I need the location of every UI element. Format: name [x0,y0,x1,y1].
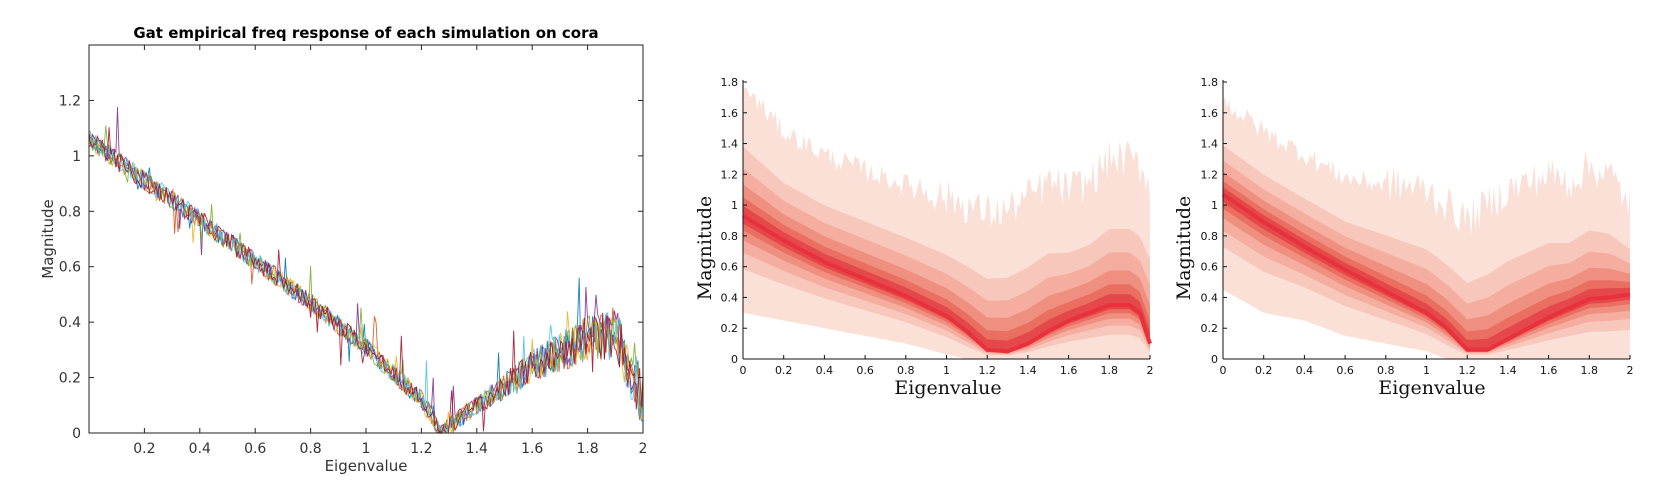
x-tick-label: 0 [1220,364,1227,377]
y-tick-label: 1 [731,199,738,212]
x-tick-label: 0 [740,364,747,377]
y-tick-label: 0.2 [59,371,81,387]
x-axis-ticks: 0.2 0.4 0.6 0.8 1 1.2 1.4 1.6 1.8 2 [133,45,647,457]
x-tick-label: 1.2 [410,441,432,457]
y-tick-label: 1 [1211,199,1218,212]
y-tick-label: 0.4 [721,291,739,304]
y-axis-label: Magnitude [1173,196,1195,301]
x-tick-label: 0.6 [856,364,874,377]
x-axis-label: Eigenvalue [325,457,408,475]
x-tick-label: 1 [943,364,950,377]
x-axis-label: Eigenvalue [894,377,1001,399]
series-line-5 [88,125,644,435]
y-tick-label: 0.4 [59,315,81,331]
x-tick-label: 2 [1147,364,1154,377]
x-tick-label: 1.2 [1458,364,1476,377]
median-line [741,214,1152,354]
plot-frame [88,44,644,434]
quantile-band-5 [1223,181,1630,352]
series-group [88,107,644,435]
axes: 0 0.2 0.4 0.6 0.8 1 1.2 1.4 1.6 1.8 2 0 0.2 0.4 0.6 0.8… [721,76,1154,377]
chart-panel-band-1: 0 0.2 0.4 0.6 0.8 1 1.2 1.4 1.6 1.8 2 0 0.2 0.4 0.6 0.8… [694,76,1154,399]
x-tick-label: 1.4 [1499,364,1517,377]
x-tick-label: 1.6 [1540,364,1558,377]
x-tick-label: 1 [1423,364,1430,377]
median-line [1221,192,1631,352]
y-tick-label: 1.6 [721,107,739,120]
quantile-band-4 [1223,172,1630,353]
x-tick-label: 0.8 [1377,364,1395,377]
y-tick-label: 0.8 [1201,230,1219,243]
x-tick-label: 1.6 [1060,364,1078,377]
x-tick-label: 0.8 [897,364,915,377]
x-tick-label: 0.4 [816,364,834,377]
chart-panel-gat-cora: Gat empirical freq response of each simu… [39,24,647,475]
x-tick-label: 0.6 [244,441,266,457]
series-line-6 [88,132,644,435]
series-line-2 [88,139,644,434]
x-tick-label: 1.6 [521,441,543,457]
y-tick-label: 0 [731,353,738,366]
y-tick-label: 0 [1211,353,1218,366]
x-tick-label: 0.4 [1296,364,1314,377]
x-tick-label: 2 [639,441,648,457]
x-tick-label: 1 [362,441,371,457]
y-tick-label: 0.2 [1201,322,1219,335]
chart-panel-band-2: 0 0.2 0.4 0.6 0.8 1 1.2 1.4 1.6 1.8 2 0 0.2 0.4 0.6 0.8… [1173,76,1634,399]
y-tick-label: 1.4 [1201,138,1219,151]
series-line-4 [88,107,644,435]
axes: 0 0.2 0.4 0.6 0.8 1 1.2 1.4 1.6 1.8 2 0 0.2 0.4 0.6 0.8… [1201,76,1634,377]
y-tick-label: 1.8 [721,76,739,89]
y-tick-label: 0.6 [721,261,739,274]
x-tick-label: 1.8 [1101,364,1119,377]
x-tick-label: 1.2 [978,364,996,377]
y-tick-label: 1.2 [1201,168,1219,181]
x-tick-label: 0.2 [1255,364,1273,377]
y-tick-label: 0.6 [1201,261,1219,274]
y-tick-label: 1.4 [721,138,739,151]
x-tick-label: 0.4 [189,441,211,457]
x-tick-label: 0.2 [133,441,155,457]
y-tick-label: 0.6 [59,260,81,276]
quantile-band-5 [743,197,1150,353]
band-group [741,82,1152,359]
series-line-1 [88,135,644,434]
y-tick-label: 0.8 [59,204,81,220]
chart-title: Gat empirical freq response of each simu… [133,24,598,42]
y-axis-ticks: 0 0.2 0.4 0.6 0.8 1 1.2 [59,93,643,442]
y-tick-label: 0.8 [721,230,739,243]
y-tick-label: 0 [72,426,81,442]
y-tick-label: 1.2 [721,168,739,181]
y-tick-label: 0.2 [721,322,739,335]
x-tick-label: 0.2 [775,364,793,377]
y-tick-label: 1.2 [59,93,81,109]
x-tick-label: 2 [1627,364,1634,377]
x-tick-label: 1.4 [466,441,488,457]
x-tick-label: 1.8 [1581,364,1599,377]
x-tick-label: 0.8 [299,441,321,457]
y-tick-label: 1 [72,149,81,165]
y-tick-label: 1.6 [1201,107,1219,120]
x-tick-label: 1.4 [1019,364,1037,377]
x-tick-label: 1.8 [576,441,598,457]
y-axis-label: Magnitude [39,199,57,278]
x-axis-label: Eigenvalue [1378,377,1485,399]
series-line-7 [88,127,644,435]
y-tick-label: 0.4 [1201,291,1219,304]
y-tick-label: 1.8 [1201,76,1219,89]
series-line-3 [88,132,644,434]
band-group [1221,98,1631,359]
x-tick-label: 0.6 [1336,364,1354,377]
y-axis-label: Magnitude [694,196,716,301]
